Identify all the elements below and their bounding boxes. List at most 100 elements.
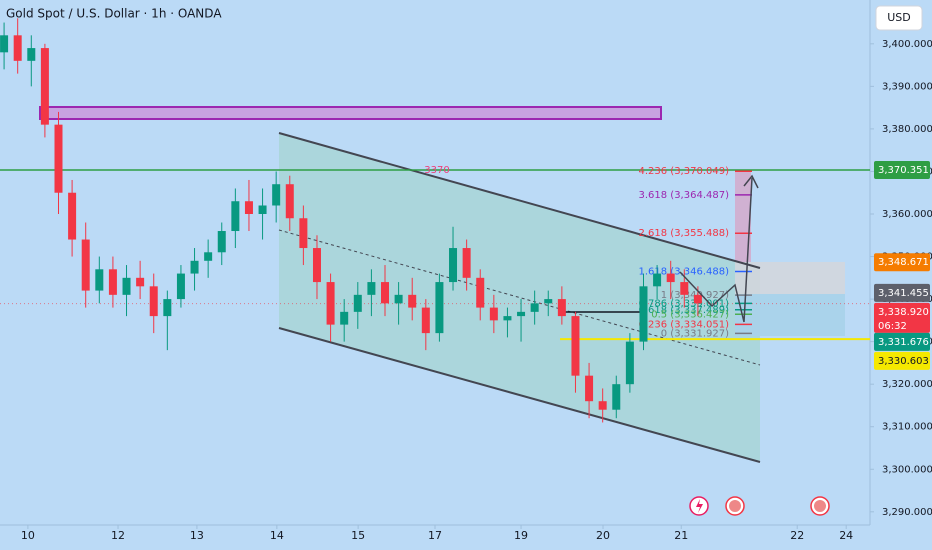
candle-body [476, 277, 485, 308]
resistance-zone [39, 106, 662, 120]
candle-body [612, 384, 621, 410]
candle-body [571, 316, 580, 376]
candle-body [449, 248, 458, 283]
event-icon [696, 499, 703, 513]
x-tick-label: 12 [111, 529, 125, 542]
candle-body [517, 311, 526, 317]
candle-body [326, 282, 335, 325]
price-label: 3,338.920 [878, 307, 929, 318]
candle-body [149, 286, 158, 317]
candle-body [394, 294, 403, 304]
candle-body [285, 184, 294, 219]
candle-body [176, 273, 185, 300]
event-icon [814, 500, 826, 512]
countdown: 06:32 [878, 321, 907, 332]
price-label: 3,341.455 [878, 288, 929, 299]
x-tick-label: 20 [596, 529, 610, 542]
y-tick-label: 3,300.000 [882, 464, 932, 475]
y-tick-label: 3,320.000 [882, 379, 932, 390]
fib-label: 0.5 (3,336.427) [651, 309, 729, 320]
chart-title: Gold Spot / U.S. Dollar · 1h · OANDA [6, 7, 222, 21]
candle-body [544, 299, 553, 304]
price-label: 3,331.676 [878, 337, 929, 348]
candle-body [625, 341, 634, 385]
price-label-bg [874, 302, 930, 333]
candle-body [217, 231, 226, 253]
fib-label: 4.236 (3,370.049) [638, 166, 729, 177]
candle-body [435, 282, 444, 334]
candle-body [381, 282, 390, 304]
x-tick-label: 17 [428, 529, 442, 542]
y-tick-label: 3,400.000 [882, 39, 932, 50]
candle-body [122, 277, 131, 295]
price-label-bg [874, 253, 930, 272]
channel-line [278, 327, 761, 463]
price-label: 3,348.671 [878, 257, 929, 268]
candle-body [95, 269, 104, 291]
x-tick-label: 22 [790, 529, 804, 542]
fib-label: 0 (3,331.927) [661, 328, 729, 339]
candle-body [666, 273, 675, 283]
candle-body [421, 307, 430, 334]
candle-body [244, 201, 253, 214]
y-tick-label: 3,380.000 [882, 124, 932, 135]
candle-body [680, 282, 689, 295]
arrow-head [743, 174, 759, 189]
candle-body [68, 192, 77, 240]
candle-body [598, 401, 607, 410]
y-tick-label: 3,390.000 [882, 81, 932, 92]
candle-body [108, 269, 117, 295]
x-tick-label: 15 [351, 529, 365, 542]
candle-body [258, 205, 267, 214]
price-label: 3,330.603 [878, 356, 929, 367]
candle-body [163, 299, 172, 317]
projection-path [679, 177, 753, 323]
y-tick-label: 3,310.000 [882, 422, 932, 433]
y-tick-label: 3,360.000 [882, 209, 932, 220]
fib-label: 0.236 (3,334.051) [638, 319, 729, 330]
candle-body [81, 239, 90, 291]
candle-body [136, 277, 145, 287]
x-tick-label: 13 [190, 529, 204, 542]
candle-body [530, 303, 539, 312]
range-box [735, 294, 845, 336]
candle-body [204, 252, 213, 261]
price-label-bg [874, 283, 930, 302]
x-tick-label: 10 [21, 529, 35, 542]
channel-line [278, 132, 761, 269]
candle-body [585, 375, 594, 402]
candle-body [0, 35, 9, 53]
channel-midline [278, 229, 761, 366]
currency: USD [887, 11, 911, 24]
x-tick-label: 19 [514, 529, 528, 542]
candle-body [312, 248, 321, 283]
y-tick-label: 3,290.000 [882, 507, 932, 518]
candle-body [462, 248, 471, 278]
range-box [735, 262, 845, 294]
candle-body [653, 273, 662, 287]
candle-body [639, 286, 648, 342]
candle-body [367, 282, 376, 295]
candle-body [13, 35, 22, 61]
candle-body [489, 307, 498, 321]
candle-body [231, 201, 240, 232]
candle-body [27, 48, 36, 61]
fib-label: 1.618 (3,346.488) [638, 266, 729, 277]
fib-label: 3.618 (3,364.487) [638, 190, 729, 201]
candle-body [40, 48, 49, 125]
price-label: 3,370.351 [878, 165, 929, 176]
candle-body [408, 294, 417, 308]
candle-body [353, 294, 362, 312]
x-tick-label: 24 [839, 529, 853, 542]
fib-label: 0.618 (3,337.489) [638, 305, 729, 316]
channel-fill [279, 133, 760, 462]
currency-button[interactable] [875, 5, 923, 31]
annotation: 3370 [424, 165, 449, 176]
candle-body [272, 184, 281, 206]
price-axis [870, 0, 932, 550]
price-label-bg [874, 351, 930, 370]
candle-body [54, 124, 63, 193]
candle-body [557, 299, 566, 317]
fib-label: 0.786 (3,339.001) [638, 298, 729, 309]
